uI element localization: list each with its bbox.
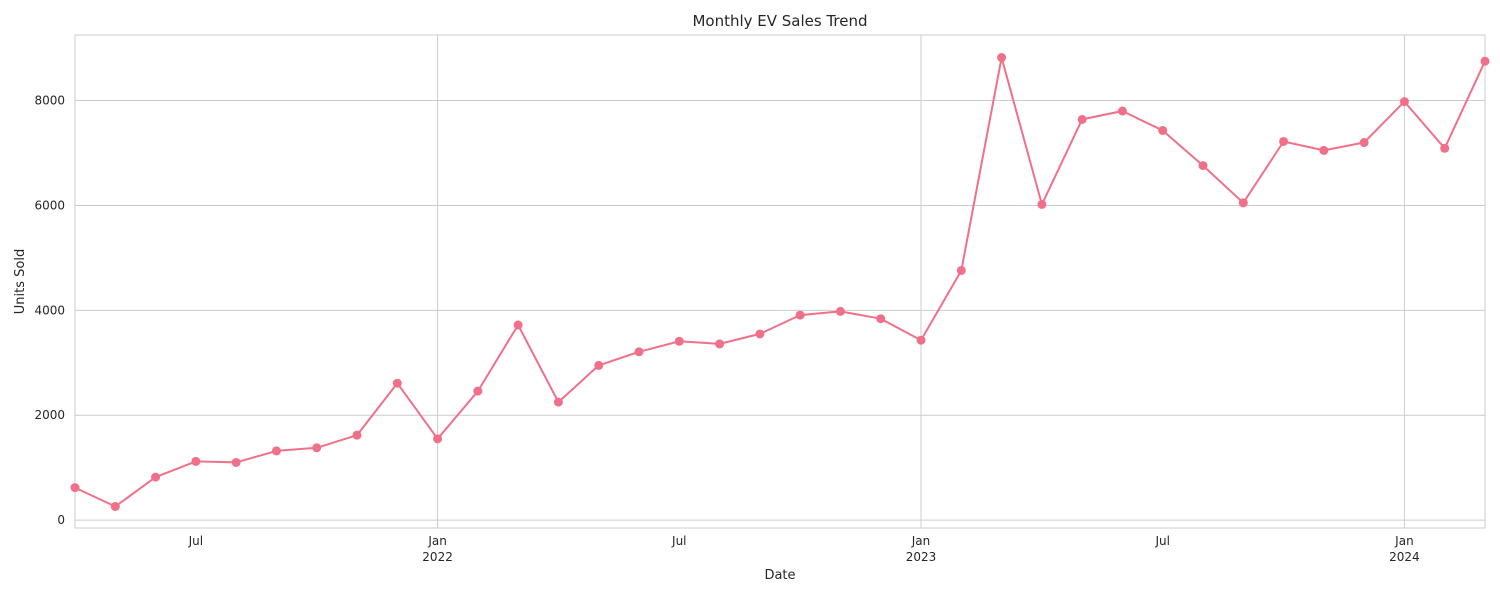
data-point: [715, 339, 725, 349]
data-point: [352, 430, 362, 440]
data-point: [70, 483, 80, 493]
data-point: [1359, 138, 1369, 148]
series-units-sold: [70, 53, 1490, 511]
series-line: [74, 56, 1486, 508]
data-point: [1399, 97, 1409, 107]
data-point: [271, 446, 281, 456]
data-point: [151, 472, 161, 482]
data-point: [795, 310, 805, 320]
y-tick-label: 4000: [34, 303, 65, 317]
x-tick-label: Jul: [671, 534, 686, 548]
data-point: [1037, 199, 1047, 209]
data-point: [312, 443, 322, 453]
data-point: [1279, 136, 1289, 146]
data-point: [835, 306, 845, 316]
data-point: [392, 378, 402, 388]
data-point: [1238, 198, 1248, 208]
x-axis-label: Date: [764, 568, 795, 583]
data-point: [1158, 125, 1168, 135]
grid-lines: [75, 35, 1485, 528]
data-point: [1077, 114, 1087, 124]
axis-ticks: 0 2000 4000 6000 8000 Jul Jan 2022 Jul Jan 2023 Jul…: [34, 94, 1419, 564]
x-tick-label: Jan: [911, 534, 931, 548]
data-point: [1117, 106, 1127, 116]
data-point: [1440, 143, 1450, 153]
data-point: [634, 347, 644, 357]
data-point: [594, 360, 604, 370]
y-tick-label: 6000: [34, 198, 65, 212]
data-point: [433, 434, 443, 444]
plot-area-frame: [74, 34, 1486, 529]
data-point: [473, 386, 483, 396]
data-point: [231, 457, 241, 467]
data-point: [1319, 145, 1329, 155]
x-tick-year-label: 2023: [906, 550, 937, 564]
x-tick-label: Jan: [1394, 534, 1414, 548]
data-point: [1480, 56, 1490, 66]
x-tick-year-label: 2024: [1389, 550, 1420, 564]
data-point: [191, 456, 201, 466]
x-tick-label: Jul: [188, 534, 203, 548]
data-point: [755, 329, 765, 339]
y-tick-label: 2000: [34, 408, 65, 422]
data-point: [876, 314, 886, 324]
data-point: [674, 336, 684, 346]
data-point: [513, 320, 523, 330]
data-point: [110, 501, 120, 511]
chart-title: Monthly EV Sales Trend: [692, 12, 867, 30]
data-point: [553, 397, 563, 407]
data-point: [916, 335, 926, 345]
x-tick-year-label: 2022: [422, 550, 453, 564]
x-tick-label: Jan: [427, 534, 447, 548]
data-point: [997, 53, 1007, 63]
data-point: [956, 265, 966, 275]
y-axis-label: Units Sold: [13, 249, 28, 314]
data-point: [1198, 161, 1208, 171]
y-tick-label: 8000: [34, 94, 65, 108]
y-tick-label: 0: [57, 513, 65, 527]
x-tick-label: Jul: [1154, 534, 1169, 548]
